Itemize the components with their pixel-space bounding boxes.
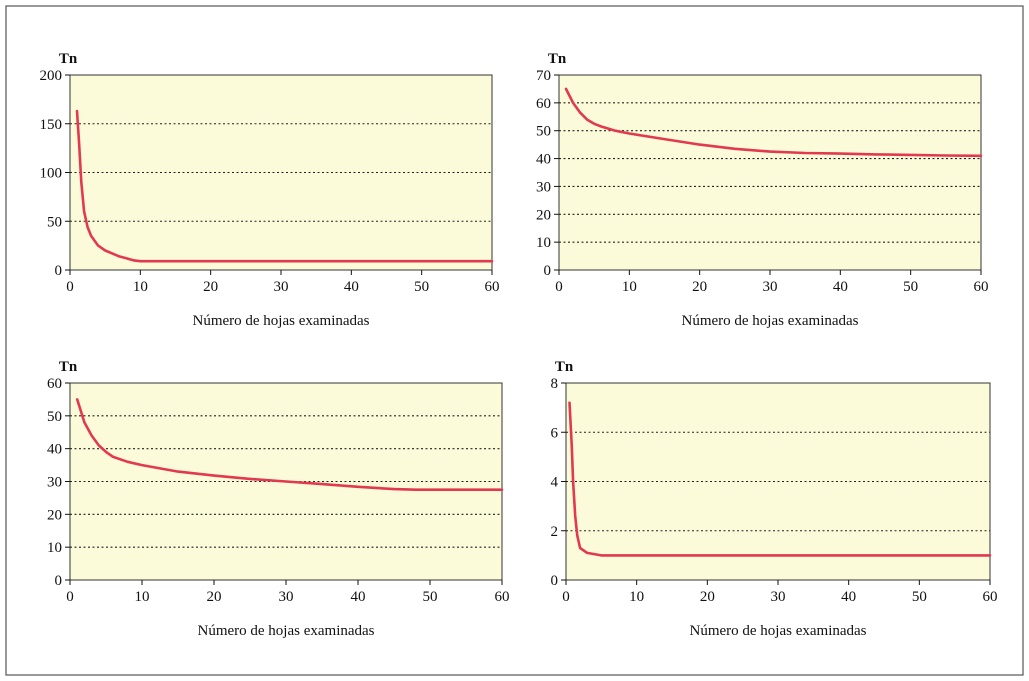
x-tick-label: 10 xyxy=(622,279,637,295)
x-tick-label: 20 xyxy=(203,279,218,295)
y-tick-label: 6 xyxy=(551,425,559,441)
x-tick-label: 0 xyxy=(555,279,563,295)
x-tick-label: 60 xyxy=(974,279,989,295)
x-tick-label: 40 xyxy=(841,589,856,605)
chart-panel-1: 0 50 100 150 200 0 10 20 30 40 50 60 Tn Número de hoj… xyxy=(40,51,500,329)
x-tick-label: 50 xyxy=(912,589,927,605)
x-tick-label: 40 xyxy=(833,279,848,295)
y-tick-label: 0 xyxy=(551,573,559,589)
x-axis-label: Número de hojas examinadas xyxy=(689,623,866,639)
chart-panel-4: 0 2 4 6 8 0 10 20 30 40 50 60 Tn Número de hojas exam… xyxy=(551,359,998,639)
x-tick-label: 50 xyxy=(903,279,918,295)
y-axis-label: Tn xyxy=(59,359,78,375)
y-tick-label: 100 xyxy=(40,166,63,182)
x-axis-label: Número de hojas examinadas xyxy=(192,313,369,329)
y-tick-label: 10 xyxy=(47,540,62,556)
x-tick-label: 40 xyxy=(344,279,359,295)
y-tick-label: 8 xyxy=(551,376,559,392)
x-tick-label: 10 xyxy=(135,589,150,605)
series-line-1 xyxy=(564,87,983,158)
y-axis-label: Tn xyxy=(548,51,567,67)
x-tick-label: 20 xyxy=(207,589,222,605)
y-tick-label: 20 xyxy=(47,507,62,523)
y-tick-label: 2 xyxy=(551,524,559,540)
x-tick-label: 40 xyxy=(351,589,366,605)
y-tick-label: 40 xyxy=(47,442,62,458)
x-tick-label: 60 xyxy=(485,279,500,295)
x-tick-label: 0 xyxy=(66,279,74,295)
y-tick-label: 30 xyxy=(47,475,62,491)
x-tick-label: 30 xyxy=(279,589,294,605)
x-tick-label: 10 xyxy=(629,589,644,605)
x-tick-label: 20 xyxy=(692,279,707,295)
y-tick-label: 30 xyxy=(536,179,551,195)
x-tick-label: 30 xyxy=(763,279,778,295)
x-tick-label: 60 xyxy=(495,589,510,605)
y-tick-label: 70 xyxy=(536,68,551,84)
y-axis-label: Tn xyxy=(59,51,78,67)
y-tick-label: 50 xyxy=(47,214,62,230)
y-tick-label: 0 xyxy=(544,263,552,279)
x-tick-label: 30 xyxy=(771,589,786,605)
x-axis-label: Número de hojas examinadas xyxy=(681,313,858,329)
x-tick-label: 50 xyxy=(423,589,438,605)
y-tick-label: 20 xyxy=(536,207,551,223)
y-tick-label: 50 xyxy=(536,124,551,140)
y-tick-label: 0 xyxy=(55,573,63,589)
x-tick-label: 60 xyxy=(983,589,998,605)
plot-area xyxy=(558,74,982,271)
chart-panel-2: 0 10 20 30 40 50 60 70 0 10 20 30 40 50 60 Tn Número de … xyxy=(536,51,989,329)
y-tick-label: 200 xyxy=(40,68,63,84)
x-tick-label: 50 xyxy=(414,279,429,295)
y-axis-label: Tn xyxy=(555,359,574,375)
x-tick-label: 10 xyxy=(133,279,148,295)
x-tick-label: 20 xyxy=(700,589,715,605)
y-tick-label: 60 xyxy=(47,376,62,392)
y-tick-label: 0 xyxy=(55,263,63,279)
y-tick-label: 4 xyxy=(551,475,559,491)
series-line-1 xyxy=(568,401,992,557)
y-tick-label: 60 xyxy=(536,96,551,112)
series-line-1 xyxy=(75,109,494,263)
x-tick-label: 0 xyxy=(562,589,570,605)
y-tick-label: 50 xyxy=(47,409,62,425)
y-tick-label: 10 xyxy=(536,235,551,251)
y-tick-label: 150 xyxy=(40,117,63,133)
x-axis-label: Número de hojas examinadas xyxy=(197,623,374,639)
x-tick-label: 0 xyxy=(66,589,74,605)
y-tick-label: 40 xyxy=(536,152,551,168)
series-line-1 xyxy=(75,398,504,492)
x-tick-label: 30 xyxy=(274,279,289,295)
